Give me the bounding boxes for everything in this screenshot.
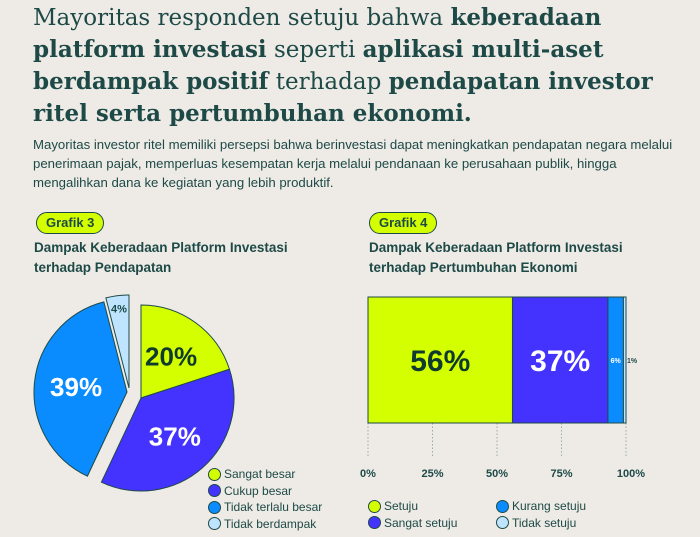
headline: Mayoritas responden setuju bahwa keberad… xyxy=(33,2,683,130)
legend-item: Sangat besar xyxy=(208,466,322,483)
headline-part: keberadaan platform investasi xyxy=(33,4,602,63)
legend-item: Tidak setuju xyxy=(496,515,626,532)
pie-slice xyxy=(105,294,130,389)
legend-swatch-icon xyxy=(368,516,381,530)
legend-item: Setuju xyxy=(368,498,496,515)
x-tick-label: 0% xyxy=(360,468,376,480)
legend-item: Tidak berdampak xyxy=(208,516,322,533)
pie-slice xyxy=(140,304,231,399)
chart4-badge: Grafik 4 xyxy=(369,212,438,234)
headline-part: Mayoritas responden setuju bahwa xyxy=(33,5,451,31)
legend-label: Tidak setuju xyxy=(512,515,577,530)
legend-swatch-icon xyxy=(368,499,381,513)
legend-label: Sangat setuju xyxy=(384,515,458,530)
bar-segment xyxy=(622,296,627,424)
chart3-legend: Sangat besar Cukup besar Tidak terlalu bes… xyxy=(208,466,322,532)
x-tick-label: 25% xyxy=(421,468,443,480)
chart3-title: Dampak Keberadaan Platform Investasi ter… xyxy=(34,240,288,275)
legend-swatch-icon xyxy=(496,499,509,513)
legend-label: Cukup besar xyxy=(224,483,293,498)
legend-item: Kurang setuju xyxy=(496,498,626,515)
bar-label: 37% xyxy=(530,345,590,378)
pie-slice xyxy=(100,368,235,492)
bar-label: 6% xyxy=(611,358,622,365)
headline-part: pendapatan investor ritel serta pertumbu… xyxy=(33,68,653,127)
pie-slice xyxy=(33,301,128,477)
x-tick-label: 50% xyxy=(486,468,508,480)
legend-label: Setuju xyxy=(384,499,419,513)
legend-label: Kurang setuju xyxy=(512,499,587,513)
bar-segment xyxy=(367,296,513,424)
legend-swatch-icon xyxy=(208,484,221,498)
legend-item: Sangat setuju xyxy=(368,515,496,532)
pie-label: 39% xyxy=(50,372,102,402)
bar-label: 56% xyxy=(410,345,470,378)
legend-item: Cukup besar xyxy=(208,483,322,500)
legend-label: Tidak terlalu besar xyxy=(224,500,323,514)
x-tick-label: 100% xyxy=(617,468,645,480)
lead-paragraph: Mayoritas investor ritel memiliki persep… xyxy=(33,137,673,190)
legend-swatch-icon xyxy=(208,500,221,514)
x-tick-label: 75% xyxy=(550,468,572,480)
pie-label: 20% xyxy=(145,342,197,372)
legend-swatch-icon xyxy=(208,517,221,531)
pie-label: 4% xyxy=(111,304,127,316)
legend-item: Tidak terlalu besar xyxy=(208,499,322,516)
bar-segment xyxy=(511,296,609,424)
headline-part: terhadap xyxy=(268,69,389,95)
headline-part: aplikasi multi-aset berdampak positif xyxy=(33,36,604,95)
legend-swatch-icon xyxy=(208,467,221,481)
bar-label: 1% xyxy=(627,358,638,365)
chart4-title: Dampak Keberadaan Platform Investasi ter… xyxy=(369,240,623,275)
legend-label: Sangat besar xyxy=(224,467,296,481)
legend-swatch-icon xyxy=(496,516,509,530)
chart4-legend: Setuju Kurang setuju Sangat setuju Tidak se… xyxy=(368,498,626,531)
pie-label: 37% xyxy=(149,421,201,451)
chart3-badge: Grafik 3 xyxy=(36,212,105,234)
headline-part: seperti xyxy=(266,37,363,63)
legend-label: Tidak berdampak xyxy=(224,516,317,531)
